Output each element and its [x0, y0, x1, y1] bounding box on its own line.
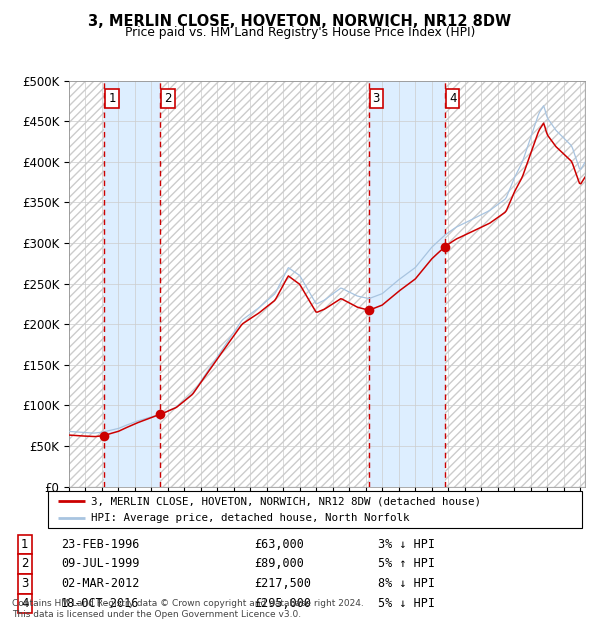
Bar [445, 81, 585, 487]
Bar [160, 81, 368, 487]
Text: 1: 1 [21, 538, 28, 551]
Bar [69, 81, 104, 487]
Bar [368, 81, 445, 487]
Text: Contains HM Land Registry data © Crown copyright and database right 2024.
This d: Contains HM Land Registry data © Crown c… [12, 600, 364, 619]
Text: 3, MERLIN CLOSE, HOVETON, NORWICH, NR12 8DW: 3, MERLIN CLOSE, HOVETON, NORWICH, NR12 … [88, 14, 512, 29]
Text: 1: 1 [108, 92, 116, 105]
Text: 2: 2 [164, 92, 172, 105]
Bar [104, 81, 160, 487]
Text: 3: 3 [21, 577, 28, 590]
Text: 3: 3 [373, 92, 380, 105]
Text: 5% ↓ HPI: 5% ↓ HPI [378, 597, 435, 610]
FancyBboxPatch shape [48, 491, 582, 528]
Text: 8% ↓ HPI: 8% ↓ HPI [378, 577, 435, 590]
Text: 4: 4 [449, 92, 457, 105]
Text: 23-FEB-1996: 23-FEB-1996 [61, 538, 139, 551]
Text: 4: 4 [21, 597, 28, 610]
Text: 3% ↓ HPI: 3% ↓ HPI [378, 538, 435, 551]
Text: Price paid vs. HM Land Registry's House Price Index (HPI): Price paid vs. HM Land Registry's House … [125, 26, 475, 39]
Text: £89,000: £89,000 [254, 557, 304, 570]
Text: £63,000: £63,000 [254, 538, 304, 551]
Text: 2: 2 [21, 557, 28, 570]
Text: 02-MAR-2012: 02-MAR-2012 [61, 577, 139, 590]
Text: 5% ↑ HPI: 5% ↑ HPI [378, 557, 435, 570]
Text: HPI: Average price, detached house, North Norfolk: HPI: Average price, detached house, Nort… [91, 513, 409, 523]
Text: 09-JUL-1999: 09-JUL-1999 [61, 557, 139, 570]
Text: £295,000: £295,000 [254, 597, 311, 610]
Text: 18-OCT-2016: 18-OCT-2016 [61, 597, 139, 610]
Text: 3, MERLIN CLOSE, HOVETON, NORWICH, NR12 8DW (detached house): 3, MERLIN CLOSE, HOVETON, NORWICH, NR12 … [91, 496, 481, 506]
Text: £217,500: £217,500 [254, 577, 311, 590]
